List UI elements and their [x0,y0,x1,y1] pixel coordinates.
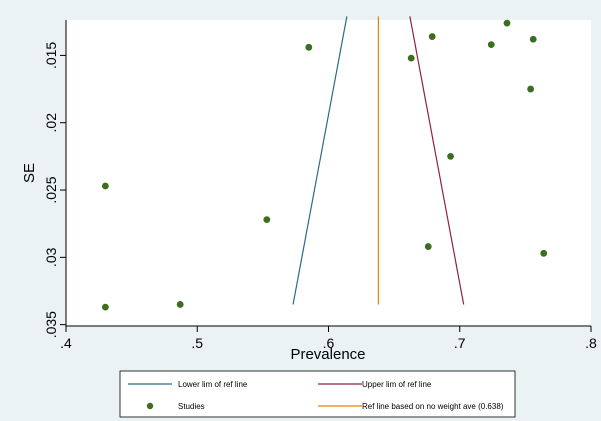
legend-swatch [146,402,154,410]
study-point [540,249,548,257]
study-point [487,41,495,49]
data-layer [101,16,548,311]
study-point [447,152,454,160]
legend-label: Ref line based on no weight ave (0.638) [362,402,504,411]
legend-label: Studies [178,402,205,411]
y-tick-label: .015 [43,42,59,69]
study-point [101,182,109,190]
series-line [409,16,465,305]
y-tick-label: .025 [43,176,59,203]
x-axis-ticks: .4 .5 .6 .7 .8 [60,326,597,351]
y-axis-ticks: .015 .02 .025 .03 .035 [43,42,66,338]
y-tick-label: .035 [43,311,59,338]
study-point [424,243,432,250]
x-tick-label: .5 [191,335,203,351]
x-axis-title: Prevalence [290,346,365,363]
study-point [527,85,535,93]
study-point [305,43,313,51]
x-tick-label: .7 [454,335,466,351]
legend: Lower lim of ref line Upper lim of ref li… [128,380,504,411]
x-tick-label: .8 [585,335,597,351]
study-point [428,33,436,40]
y-axis-title: SE [21,163,38,183]
series-line [292,16,348,305]
y-tick-label: .03 [43,247,59,267]
study-point [263,216,271,224]
legend-box [119,370,516,418]
plot-area [66,20,591,326]
y-tick-label: .02 [43,113,59,133]
x-tick-label: .6 [323,335,335,351]
study-point [101,303,109,311]
legend-label: Lower lim of ref line [178,380,248,389]
legend-label: Upper lim of ref line [362,380,432,389]
study-point [529,35,537,43]
x-tick-label: .4 [60,335,72,351]
study-point [407,54,415,62]
study-point [503,19,511,27]
study-point [176,301,184,308]
